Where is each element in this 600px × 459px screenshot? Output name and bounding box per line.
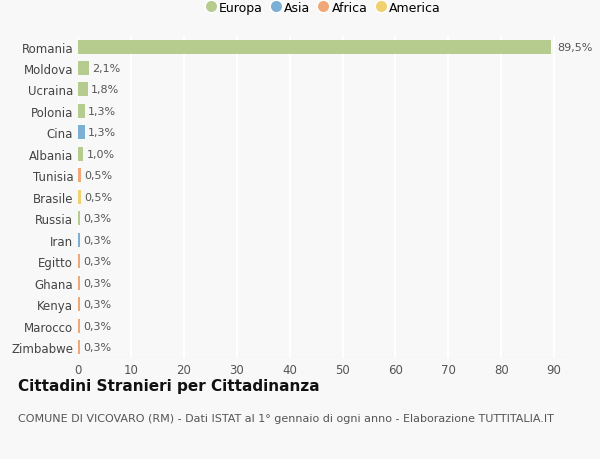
Bar	[78, 40, 551, 54]
Text: 2,1%: 2,1%	[92, 64, 121, 74]
Bar	[78, 190, 80, 204]
Text: 1,3%: 1,3%	[88, 106, 116, 117]
Legend: Europa, Asia, Africa, America: Europa, Asia, Africa, America	[204, 0, 444, 18]
Bar	[78, 255, 80, 269]
Bar	[78, 169, 80, 183]
Text: 89,5%: 89,5%	[557, 42, 592, 52]
Bar	[78, 319, 80, 333]
Bar	[78, 276, 80, 290]
Text: 1,0%: 1,0%	[86, 150, 115, 160]
Bar	[78, 340, 80, 354]
Text: 0,3%: 0,3%	[83, 235, 111, 245]
Bar	[78, 233, 80, 247]
Text: 0,3%: 0,3%	[83, 299, 111, 309]
Bar	[78, 147, 83, 162]
Text: 0,5%: 0,5%	[84, 171, 112, 181]
Text: 0,3%: 0,3%	[83, 257, 111, 267]
Bar	[78, 126, 85, 140]
Text: 0,5%: 0,5%	[84, 192, 112, 202]
Bar	[78, 84, 88, 97]
Text: 0,3%: 0,3%	[83, 278, 111, 288]
Text: 0,3%: 0,3%	[83, 321, 111, 331]
Bar	[78, 105, 85, 118]
Bar	[78, 62, 89, 76]
Text: 1,8%: 1,8%	[91, 85, 119, 95]
Text: Cittadini Stranieri per Cittadinanza: Cittadini Stranieri per Cittadinanza	[18, 379, 320, 394]
Text: 0,3%: 0,3%	[83, 342, 111, 353]
Text: 1,3%: 1,3%	[88, 128, 116, 138]
Bar	[78, 297, 80, 311]
Bar	[78, 212, 80, 226]
Text: COMUNE DI VICOVARO (RM) - Dati ISTAT al 1° gennaio di ogni anno - Elaborazione T: COMUNE DI VICOVARO (RM) - Dati ISTAT al …	[18, 413, 554, 423]
Text: 0,3%: 0,3%	[83, 214, 111, 224]
